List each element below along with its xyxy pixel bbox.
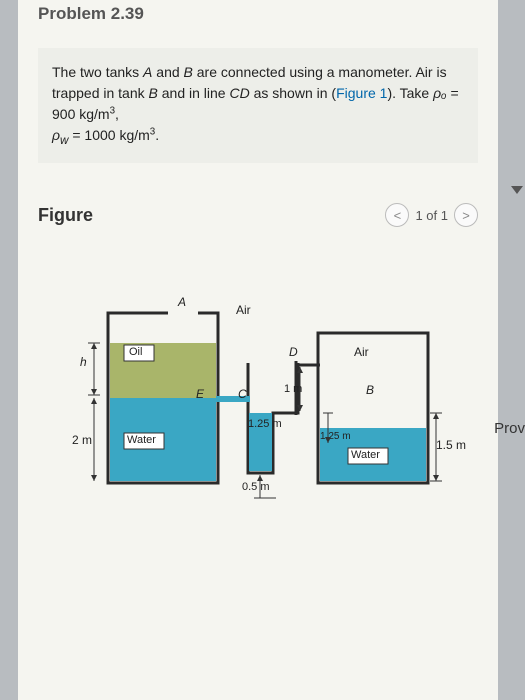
text: The two tanks (52, 64, 143, 80)
dim-125b: 1.25 m (320, 431, 351, 442)
label-C: C (238, 387, 247, 401)
var-B: B (184, 64, 193, 80)
label-h: h (80, 355, 87, 369)
figure-diagram: A Air Air B D C E Oil Water Water h 2 m … (38, 283, 478, 543)
rho-w: ρw (52, 127, 68, 143)
problem-title: Problem 2.39 (18, 0, 498, 40)
dim-05: 0.5 m (242, 481, 270, 493)
text: as shown in ( (250, 85, 336, 101)
text: . (155, 127, 159, 143)
nav-position: 1 of 1 (415, 208, 448, 223)
dropdown-caret-icon[interactable] (511, 186, 523, 194)
figure-header: Figure < 1 of 1 > (18, 163, 498, 233)
problem-statement: The two tanks A and B are connected usin… (38, 48, 478, 163)
label-air1: Air (236, 303, 251, 317)
figure-nav: < 1 of 1 > (385, 203, 478, 227)
label-air2: Air (354, 345, 369, 359)
side-cut-text: Prov (494, 420, 525, 437)
label-D: D (289, 345, 298, 359)
text: and (152, 64, 183, 80)
figure-link[interactable]: Figure 1 (336, 85, 387, 101)
label-oil: Oil (129, 346, 142, 358)
label-A: A (178, 295, 186, 309)
rho-o: ρₒ (433, 85, 447, 101)
dim-2m: 2 m (72, 433, 92, 447)
label-water2: Water (351, 449, 380, 461)
label-B: B (366, 383, 374, 397)
var-CD: CD (229, 85, 249, 101)
text: , (115, 106, 119, 122)
var-B2: B (149, 85, 158, 101)
text: ). Take (387, 85, 433, 101)
prev-button[interactable]: < (385, 203, 409, 227)
chevron-left-icon: < (394, 208, 402, 223)
var-A: A (143, 64, 152, 80)
next-button[interactable]: > (454, 203, 478, 227)
chevron-right-icon: > (462, 208, 470, 223)
figure-label: Figure (38, 205, 385, 226)
label-water1: Water (127, 434, 156, 446)
text: and in line (158, 85, 230, 101)
dim-125: 1.25 m (248, 418, 282, 430)
dim-15: 1.5 m (436, 438, 466, 452)
page: Problem 2.39 The two tanks A and B are c… (18, 0, 498, 700)
dim-1m: 1 m (284, 383, 302, 395)
text: = 1000 kg/m (68, 127, 149, 143)
label-E: E (196, 387, 204, 401)
